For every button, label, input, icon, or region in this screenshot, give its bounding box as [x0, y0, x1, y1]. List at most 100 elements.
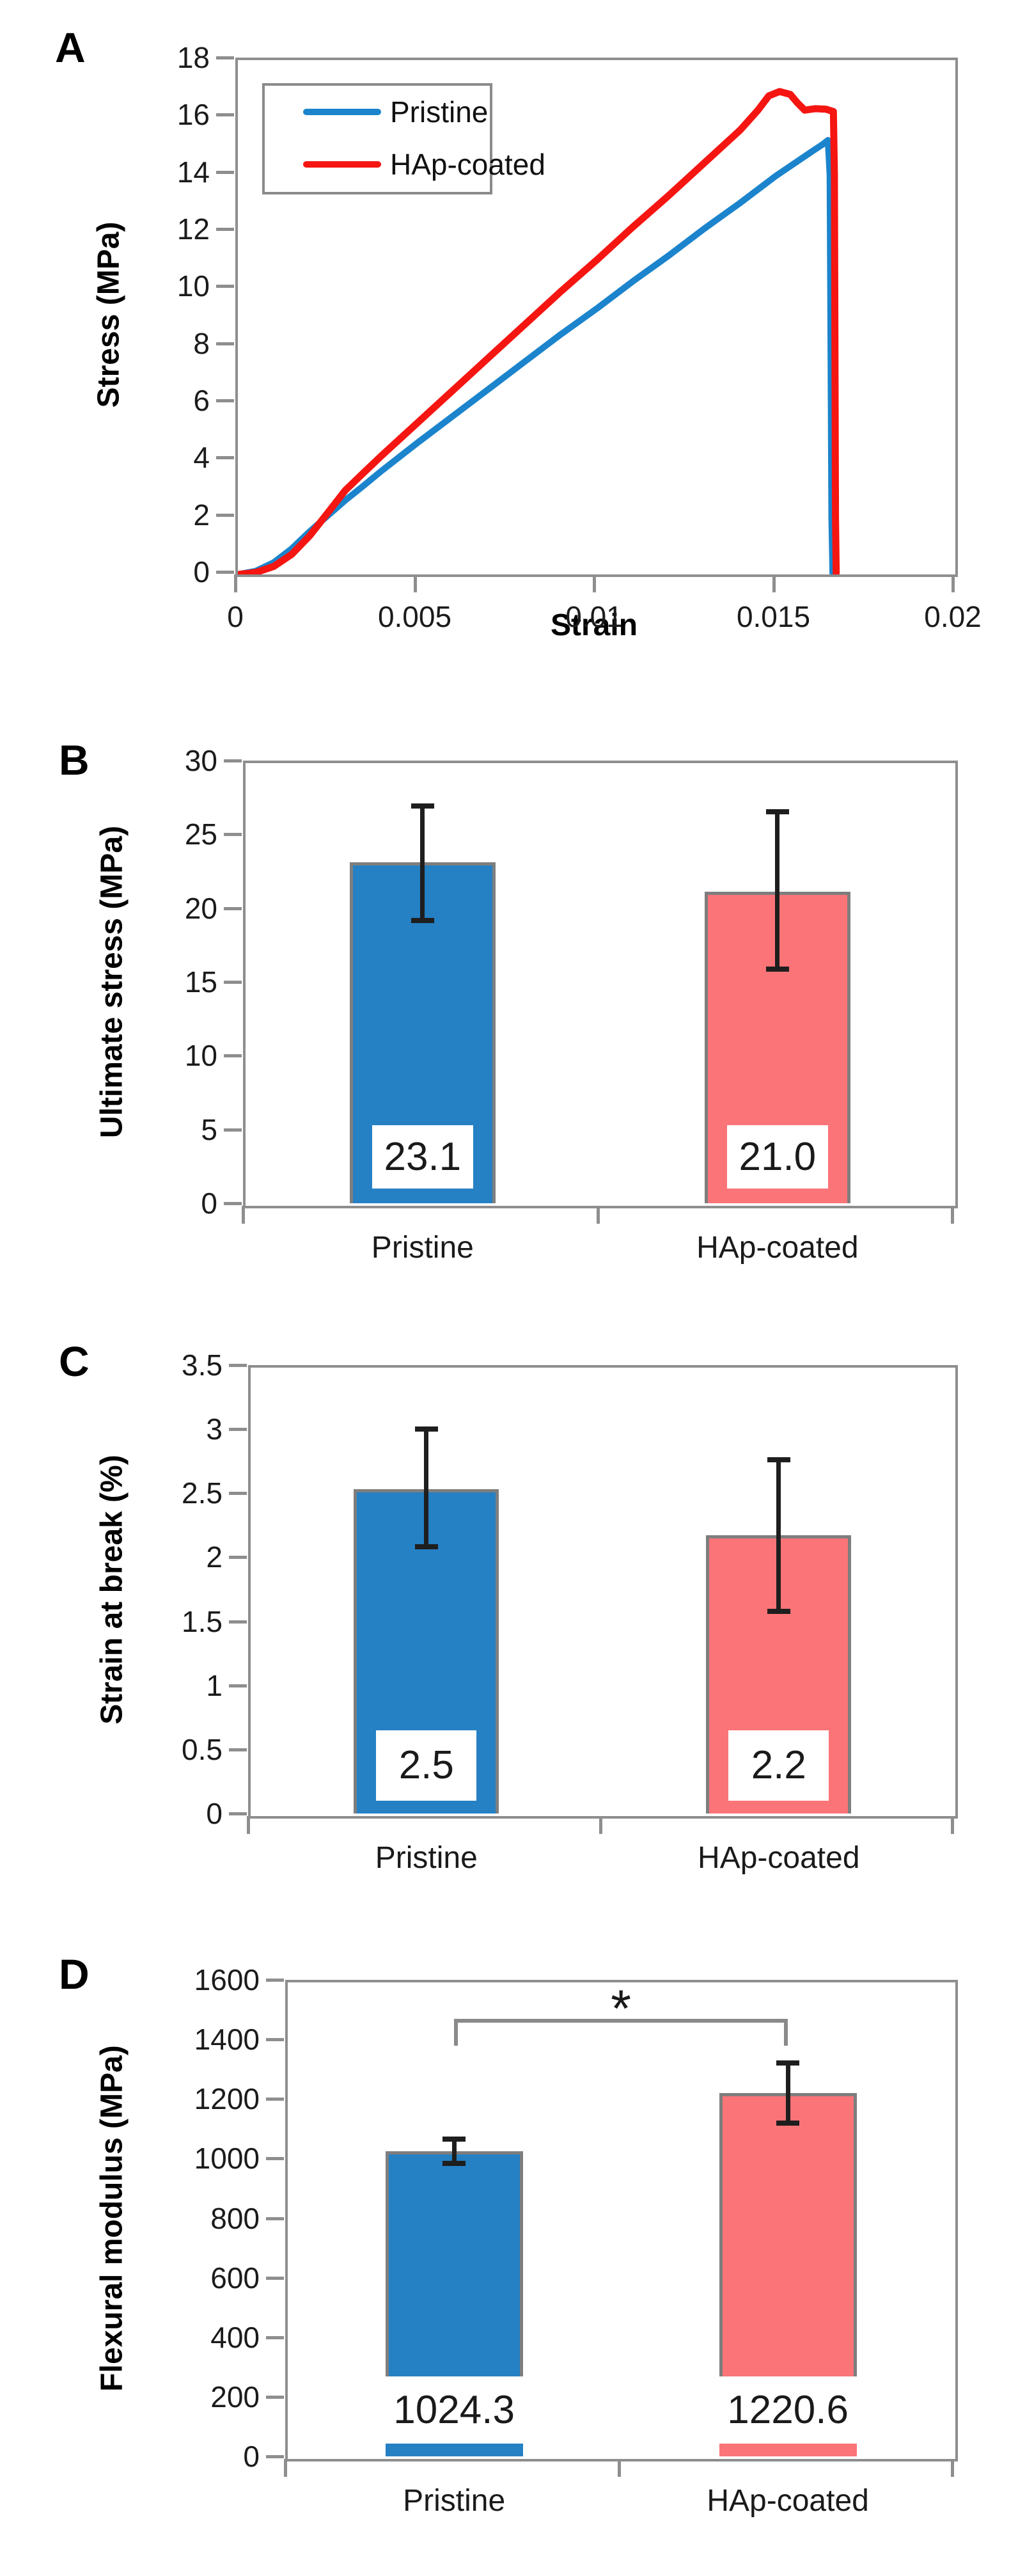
- stress-strain-curves: [238, 88, 840, 574]
- y-tick-label: 8: [193, 326, 210, 360]
- y-tick-mark: [216, 56, 234, 59]
- legend-row: Pristine: [265, 86, 490, 138]
- x-tick-mark: [951, 574, 955, 592]
- y-tick-label: 14: [176, 155, 210, 189]
- y-tick-label: 1: [206, 1668, 223, 1702]
- y-tick-mark: [216, 456, 234, 460]
- error-bar: [776, 1457, 781, 1614]
- y-tick-mark: [229, 1428, 247, 1432]
- y-tick-mark: [266, 2335, 284, 2339]
- legend-label: HAp-coated: [390, 148, 545, 181]
- category-label: Pristine: [403, 2484, 506, 2518]
- x-tick-label: 0.005: [377, 600, 452, 633]
- y-tick-mark: [216, 113, 234, 117]
- y-tick-label: 1200: [194, 2082, 260, 2116]
- y-tick-mark: [266, 2157, 284, 2161]
- y-tick-mark: [216, 285, 234, 288]
- bar: [719, 2092, 857, 2377]
- x-tick-mark: [234, 574, 237, 592]
- value-label: 21.0: [739, 1134, 817, 1179]
- y-tick-label: 2.5: [182, 1476, 223, 1510]
- hap-coated-curve: [238, 88, 840, 574]
- significance-star: *: [611, 1979, 632, 2038]
- error-bar: [775, 809, 780, 972]
- error-bar-cap-top: [765, 809, 789, 815]
- error-bar-cap-top: [767, 1457, 790, 1463]
- y-tick-label: 18: [176, 41, 210, 74]
- y-tick-label: 30: [184, 744, 217, 777]
- y-tick-mark: [266, 2276, 284, 2280]
- y-tick-mark: [224, 759, 242, 763]
- y-tick-mark: [266, 2455, 284, 2458]
- y-tick-label: 2: [193, 498, 210, 532]
- y-tick-label: 1000: [194, 2142, 260, 2176]
- error-bar-cap-bottom: [442, 2161, 466, 2167]
- y-tick-label: 0: [206, 1797, 223, 1830]
- y-tick-label: 25: [184, 818, 217, 851]
- y-tick-mark: [224, 1202, 242, 1205]
- error-bar-cap-top: [411, 803, 434, 809]
- y-tick-label: 0: [193, 555, 210, 589]
- y-tick-mark: [224, 833, 242, 837]
- y-tick-mark: [229, 1812, 247, 1815]
- panel-letter-c: C: [59, 1338, 90, 1385]
- value-label-box: 2.2: [728, 1730, 829, 1801]
- y-tick-label: 20: [184, 891, 217, 925]
- y-tick-label: 3.5: [182, 1348, 223, 1382]
- error-bar-cap-top: [442, 2136, 466, 2142]
- bar-base-segment: [385, 2443, 523, 2456]
- y-tick-mark: [216, 228, 234, 231]
- panel-letter-b: B: [59, 736, 90, 784]
- y-tick-label: 5: [201, 1112, 217, 1146]
- y-tick-mark: [229, 1364, 247, 1367]
- x-tick-mark: [597, 1206, 600, 1224]
- y-tick-label: 10: [184, 1039, 217, 1073]
- y-tick-mark: [216, 399, 234, 402]
- category-label: HAp-coated: [696, 1231, 859, 1265]
- category-label: Pristine: [375, 1841, 478, 1875]
- x-tick-label: 0.01: [565, 600, 623, 633]
- value-label: 2.2: [751, 1743, 806, 1788]
- y-tick-mark: [266, 2216, 284, 2220]
- significance-bracket-end-right: [784, 2018, 788, 2046]
- y-tick-mark: [229, 1684, 247, 1687]
- value-label-box: 1024.3: [385, 2376, 523, 2444]
- error-bar-cap-bottom: [767, 1608, 790, 1614]
- error-bar-cap-top: [414, 1426, 438, 1432]
- x-tick-mark: [242, 1206, 245, 1224]
- x-tick-mark: [413, 574, 417, 592]
- y-tick-label: 15: [184, 965, 217, 999]
- x-tick-label: 0.015: [736, 600, 811, 633]
- y-tick-mark: [216, 170, 234, 174]
- x-tick-label: 0: [227, 600, 244, 633]
- y-tick-label: 16: [176, 98, 210, 132]
- x-tick-mark: [772, 574, 776, 592]
- legend-line-sample: [303, 161, 381, 168]
- x-tick-mark: [593, 574, 596, 592]
- category-label: HAp-coated: [707, 2484, 869, 2518]
- y-tick-label: 1600: [194, 1963, 260, 1996]
- y-tick-mark: [216, 342, 234, 345]
- value-label: 23.1: [384, 1134, 462, 1179]
- value-label: 2.5: [398, 1743, 454, 1788]
- y-tick-label: 6: [193, 384, 210, 417]
- y-axis-title-d: Flexural modulus (MPa): [95, 2045, 129, 2392]
- legend: Pristine HAp-coated: [262, 83, 545, 194]
- significance-bracket-end-left: [454, 2018, 458, 2046]
- y-tick-mark: [224, 1128, 242, 1132]
- x-tick-mark: [284, 2459, 287, 2477]
- y-tick-mark: [266, 2098, 284, 2101]
- y-tick-mark: [266, 2038, 284, 2042]
- y-tick-mark: [229, 1620, 247, 1624]
- error-bar-cap-bottom: [776, 2121, 800, 2126]
- error-bar-cap-bottom: [411, 917, 434, 923]
- bar-base-segment: [719, 2443, 857, 2456]
- y-tick-mark: [216, 571, 234, 574]
- error-bar-cap-bottom: [765, 966, 789, 972]
- y-axis-title-a: Stress (MPa): [91, 221, 126, 408]
- y-tick-label: 0: [201, 1187, 217, 1220]
- y-tick-label: 1400: [194, 2023, 260, 2057]
- value-label-box: 1220.6: [719, 2376, 857, 2444]
- value-label-box: 2.5: [376, 1730, 477, 1801]
- x-tick-mark: [599, 1816, 602, 1834]
